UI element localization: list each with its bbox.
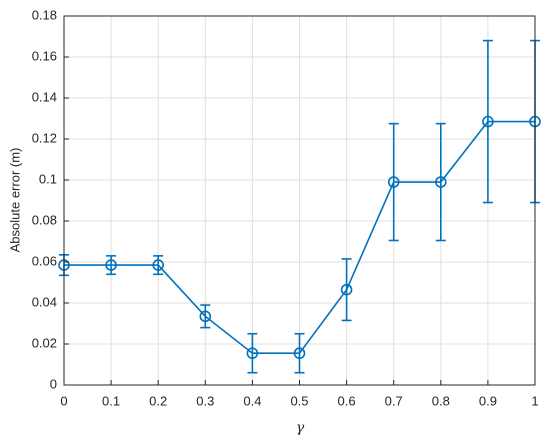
x-tick-label: 0.5 <box>290 393 308 408</box>
marker <box>105 259 117 271</box>
plot <box>58 39 541 374</box>
x-tick-label: 0.7 <box>385 393 403 408</box>
y-tick-label: 0.18 <box>32 7 57 22</box>
error-bar <box>435 122 446 242</box>
x-tick-label: 1 <box>531 393 538 408</box>
error-bar <box>106 255 117 276</box>
marker <box>387 176 400 188</box>
marker <box>199 310 212 323</box>
marker <box>434 176 447 188</box>
y-tick-label: 0.06 <box>32 253 57 268</box>
y-tick-label: 0.16 <box>32 48 57 63</box>
error-bar <box>247 332 258 374</box>
y-tick-label: 0.04 <box>32 294 57 309</box>
x-tick-label: 0.3 <box>196 393 214 408</box>
y-tick-label: 0.08 <box>32 212 57 227</box>
y-axis-label: Absolute error (m) <box>7 148 22 253</box>
y-tick-label: 0.02 <box>32 335 57 350</box>
marker <box>293 347 306 360</box>
y-tick-label: 0.14 <box>32 89 57 104</box>
x-tick-label: 0.2 <box>149 393 167 408</box>
axes-box <box>63 15 536 386</box>
error-bar <box>388 122 399 242</box>
y-tick-label: 0 <box>50 376 57 391</box>
error-bar <box>482 39 493 204</box>
x-axis-label: γ <box>296 420 305 436</box>
error-bar <box>294 332 305 374</box>
y-tick-label: 0.12 <box>32 130 57 145</box>
error-bar <box>153 255 164 276</box>
error-bar <box>341 258 352 322</box>
x-tick-label: 0.4 <box>243 393 261 408</box>
x-tick-label: 0.8 <box>432 393 450 408</box>
x-tick-label: 0.9 <box>479 393 497 408</box>
x-tick-label: 0.1 <box>102 393 120 408</box>
marker <box>246 347 259 360</box>
marker <box>152 259 164 271</box>
marker <box>482 115 494 128</box>
marker <box>340 283 353 296</box>
y-tick-label: 0.1 <box>39 171 57 186</box>
x-tick-label: 0.6 <box>338 393 356 408</box>
x-tick-label: 0 <box>60 393 67 408</box>
error-bar <box>200 304 211 329</box>
